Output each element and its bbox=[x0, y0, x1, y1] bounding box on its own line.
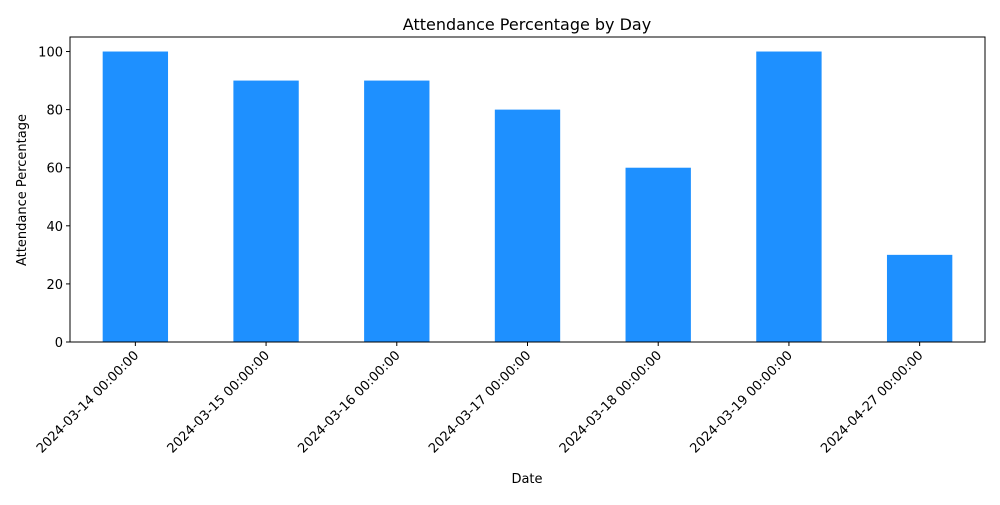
x-tick-label: 2024-03-17 00:00:00 bbox=[426, 348, 534, 456]
y-tick-label: 80 bbox=[46, 104, 63, 119]
x-tick-label: 2024-03-15 00:00:00 bbox=[165, 348, 273, 456]
y-tick-label: 20 bbox=[46, 278, 63, 293]
bar bbox=[886, 254, 953, 342]
x-tick-label: 2024-03-19 00:00:00 bbox=[688, 348, 796, 456]
bar bbox=[102, 51, 169, 343]
bar bbox=[364, 80, 430, 343]
chart-title: Attendance Percentage by Day bbox=[403, 15, 651, 34]
y-tick-label: 100 bbox=[38, 46, 63, 61]
x-axis-ticks: 2024-03-14 00:00:00 2024-03-15 00:00:00 20… bbox=[34, 342, 926, 456]
y-axis-label: Attendance Percentage bbox=[15, 114, 30, 266]
y-tick-label: 40 bbox=[46, 220, 63, 235]
bar bbox=[494, 109, 561, 342]
y-tick-label: 60 bbox=[46, 162, 63, 177]
x-tick-label: 2024-04-27 00:00:00 bbox=[818, 348, 926, 456]
bar-series bbox=[102, 51, 953, 343]
x-tick-label: 2024-03-16 00:00:00 bbox=[295, 348, 403, 456]
bar bbox=[625, 167, 691, 342]
x-axis-label: Date bbox=[511, 472, 542, 487]
plot-frame bbox=[69, 36, 986, 343]
x-tick-label: 2024-03-18 00:00:00 bbox=[557, 348, 665, 456]
x-tick-label: 2024-03-14 00:00:00 bbox=[34, 348, 142, 456]
bar bbox=[233, 80, 299, 343]
y-axis-ticks: 0 20 40 60 80 100 bbox=[38, 46, 70, 351]
y-tick-label: 0 bbox=[55, 336, 63, 351]
bar bbox=[756, 51, 822, 343]
